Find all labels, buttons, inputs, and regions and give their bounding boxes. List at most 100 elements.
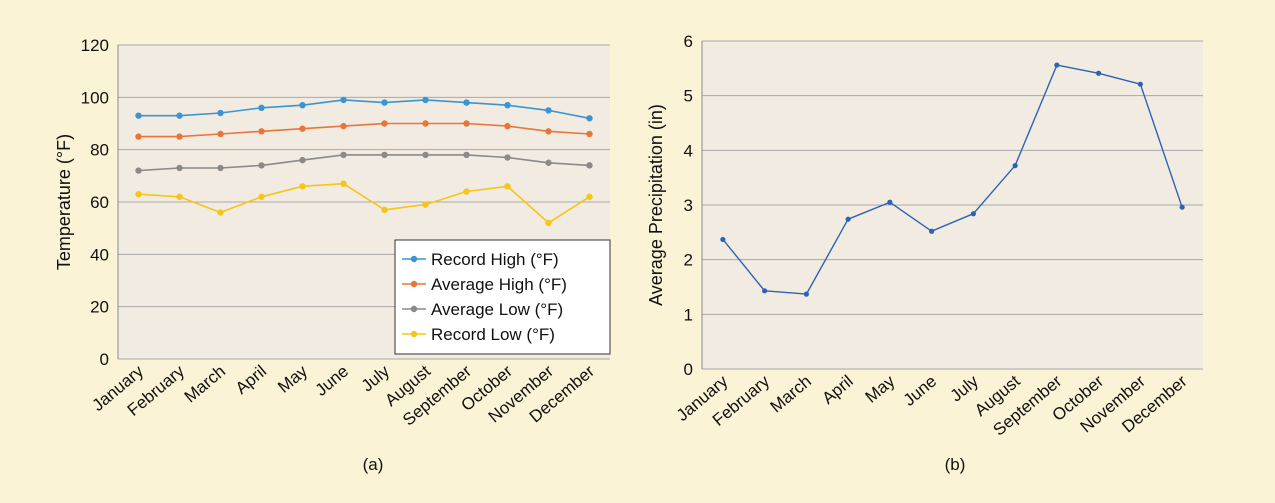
temperature-data-point bbox=[463, 99, 470, 106]
temperature-data-point bbox=[176, 164, 183, 172]
temperature-data-point bbox=[299, 125, 306, 132]
legend-entry-label: Record Low (°F) bbox=[431, 325, 555, 344]
precipitation-y-ticks: 0 1 2 3 4 5 6 bbox=[684, 32, 693, 379]
temperature-series-line-1 bbox=[138, 99, 590, 120]
precipitation-y-tick-label: 2 bbox=[684, 251, 693, 270]
temperature-data-point bbox=[135, 190, 142, 198]
temperature-data-point bbox=[586, 162, 593, 169]
temperature-x-tick-label: June bbox=[312, 362, 352, 400]
temperature-y-tick-label: 120 bbox=[81, 36, 109, 55]
precipitation-data-point bbox=[929, 228, 935, 234]
temperature-y-axis-title: Temperature (°F) bbox=[54, 134, 74, 270]
precipitation-data-point bbox=[1179, 204, 1185, 210]
temperature-data-point bbox=[463, 188, 470, 195]
panel-a-caption: (a) bbox=[363, 455, 384, 474]
precipitation-data-point bbox=[1096, 70, 1102, 76]
precipitation-y-tick-label: 6 bbox=[684, 32, 693, 51]
temperature-data-point bbox=[586, 193, 593, 200]
precipitation-data-point bbox=[970, 211, 976, 217]
precipitation-data-point bbox=[887, 199, 893, 205]
temperature-data-point bbox=[422, 151, 429, 159]
temperature-data-point bbox=[217, 109, 224, 117]
temperature-y-tick-label: 40 bbox=[90, 245, 109, 264]
temperature-data-point bbox=[422, 201, 429, 208]
temperature-data-point bbox=[381, 151, 388, 159]
temperature-data-point bbox=[586, 115, 593, 122]
legend-entry-label: Average High (°F) bbox=[431, 275, 567, 294]
temperature-data-point bbox=[545, 219, 552, 227]
temperature-data-point bbox=[422, 96, 429, 104]
temperature-data-point bbox=[381, 99, 388, 106]
temperature-data-point bbox=[176, 112, 183, 119]
precipitation-data-point bbox=[1137, 81, 1143, 87]
legend-swatch-marker bbox=[410, 280, 418, 288]
temperature-x-tick-label: April bbox=[232, 362, 270, 398]
temperature-series-line-3 bbox=[138, 154, 590, 172]
temperature-data-point bbox=[258, 162, 265, 169]
temperature-data-point bbox=[381, 206, 388, 214]
temperature-data-point bbox=[545, 128, 552, 135]
precipitation-data-point bbox=[1054, 62, 1060, 68]
precipitation-x-tick-label: May bbox=[862, 371, 899, 407]
temperature-data-point bbox=[258, 193, 265, 200]
temperature-series-line-4 bbox=[138, 182, 590, 224]
precipitation-y-tick-label: 4 bbox=[684, 141, 693, 160]
legend-swatch-marker bbox=[410, 330, 418, 338]
panel-b-caption: (b) bbox=[945, 455, 966, 474]
temperature-y-tick-label: 100 bbox=[81, 88, 109, 107]
temperature-data-point bbox=[299, 183, 306, 190]
temperature-data-point bbox=[545, 159, 552, 166]
precipitation-y-tick-label: 1 bbox=[684, 305, 693, 324]
precipitation-y-tick-label: 5 bbox=[684, 87, 693, 106]
precipitation-data-point bbox=[720, 236, 726, 243]
temperature-data-point bbox=[463, 120, 470, 127]
temperature-y-tick-label: 60 bbox=[90, 193, 109, 212]
temperature-data-point bbox=[504, 101, 511, 109]
temperature-data-point bbox=[422, 120, 429, 127]
temperature-data-point bbox=[381, 120, 388, 127]
precipitation-x-tick-label: April bbox=[818, 372, 856, 408]
temperature-data-point bbox=[340, 122, 347, 130]
temperature-data-point bbox=[463, 151, 470, 159]
temperature-series-line-2 bbox=[138, 122, 590, 138]
precipitation-data-point bbox=[1012, 163, 1018, 169]
temperature-y-ticks: 0 20 40 60 80 100 120 bbox=[81, 36, 109, 369]
temperature-y-tick-label: 80 bbox=[90, 141, 109, 160]
temperature-data-point bbox=[504, 154, 511, 161]
temperature-data-point bbox=[299, 101, 306, 109]
precipitation-y-tick-label: 3 bbox=[684, 196, 693, 215]
temperature-data-point bbox=[340, 151, 347, 159]
precipitation-x-tick-label: March bbox=[767, 372, 815, 417]
temperature-data-point bbox=[217, 164, 224, 172]
temperature-data-point bbox=[135, 167, 142, 174]
temperature-data-point bbox=[217, 209, 224, 216]
legend-swatch-marker bbox=[410, 255, 418, 263]
temperature-data-point bbox=[176, 193, 183, 200]
legend-entry-label: Average Low (°F) bbox=[431, 300, 563, 319]
precipitation-data-point bbox=[762, 288, 768, 294]
legend-entry-label: Record High (°F) bbox=[431, 250, 559, 269]
temperature-data-point bbox=[340, 96, 347, 104]
temperature-x-tick-label: March bbox=[181, 362, 229, 407]
temperature-y-tick-label: 20 bbox=[90, 298, 109, 317]
precipitation-y-axis-title: Average Precipitation (in) bbox=[646, 104, 666, 306]
precipitation-data-point bbox=[845, 216, 851, 222]
legend-box bbox=[394, 239, 611, 355]
temperature-y-tick-label: 0 bbox=[100, 350, 109, 369]
temperature-data-point bbox=[586, 130, 593, 138]
temperature-data-point bbox=[299, 156, 306, 164]
temperature-data-point bbox=[258, 128, 265, 135]
temperature-data-point bbox=[217, 130, 224, 138]
temperature-legend: Record High (°F) Average High (°F) Average… bbox=[394, 239, 611, 355]
temperature-x-tick-label: May bbox=[274, 361, 311, 397]
temperature-data-point bbox=[340, 180, 347, 187]
temperature-data-point bbox=[135, 112, 142, 119]
precipitation-y-tick-label: 0 bbox=[684, 360, 693, 379]
temperature-data-point bbox=[176, 133, 183, 140]
precipitation-x-tick-label: June bbox=[900, 372, 940, 410]
